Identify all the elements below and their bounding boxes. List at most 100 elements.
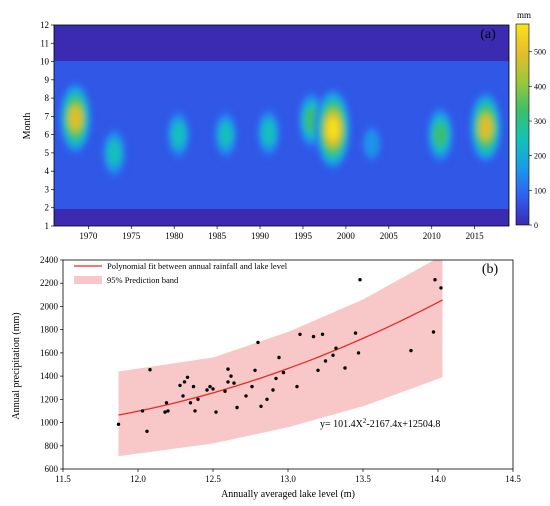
scatter-x-tick-label: 13.0 — [280, 474, 296, 484]
legend-band-swatch — [74, 276, 102, 284]
scatter-x-tick-label: 12.5 — [205, 474, 221, 484]
scatter-point — [250, 384, 254, 389]
heatmap-hotspot — [426, 104, 455, 165]
heatmap-x-tick-label: 1995 — [294, 231, 313, 241]
panel-b-label: (b) — [482, 262, 499, 277]
heatmap-x-tick-label: 1985 — [208, 231, 227, 241]
scatter-point — [320, 332, 325, 336]
panel-a-label: (a) — [480, 27, 496, 42]
heatmap-hotspot — [101, 125, 127, 180]
colorbar-tick-label: 0 — [534, 221, 538, 230]
colorbar-scale — [515, 23, 530, 226]
legend-fit-label: Polynomial fit between annual rainfall a… — [107, 261, 288, 271]
scatter-point — [182, 380, 187, 384]
scatter-point — [439, 286, 443, 290]
heatmap-hotspot — [58, 80, 93, 157]
scatter-point — [253, 368, 257, 372]
heatmap-x-tick-label: 2010 — [423, 231, 442, 241]
heatmap-y-tick-label: 4 — [45, 166, 50, 176]
scatter-point — [166, 409, 170, 413]
colorbar: mm 0 100 200 300 400 500 — [515, 10, 546, 230]
fit-line — [118, 299, 443, 416]
scatter-point — [235, 405, 239, 410]
scatter-point — [164, 401, 169, 405]
fit-equation-superscript: 2 — [363, 417, 367, 425]
scatter-y-tick-label: 1800 — [40, 325, 59, 335]
panel-b: 11.5 12.0 12.5 13.0 13.5 14.0 14.5 600 800 1000 12… — [11, 255, 521, 500]
scatter-point — [281, 370, 286, 375]
colorbar-tick-label: 100 — [534, 186, 546, 195]
scatter-point — [256, 340, 260, 345]
fit-equation: y= 101.4X2-2167.4x+12504.8 — [320, 417, 440, 430]
scatter-point — [226, 367, 230, 371]
panel-a: 1970 1975 1980 1985 1990 1995 2000 2005 2010 2015… — [22, 10, 546, 241]
legend-band-label: 95% Prediction band — [107, 275, 179, 285]
scatter-point — [140, 409, 145, 413]
heatmap-x-tick-label: 1990 — [251, 231, 270, 241]
colorbar-tick-label: 400 — [534, 82, 546, 91]
scatter-x-tick-label: 13.5 — [355, 474, 371, 484]
scatter-x-tick-label: 11.5 — [55, 474, 71, 484]
heatmap-y-tick-label: 2 — [45, 203, 50, 213]
scatter-point — [188, 401, 193, 405]
scatter-y-tick-label: 2000 — [40, 301, 59, 311]
scatter-y-tick-label: 600 — [45, 464, 59, 474]
scatter-y-label: Annual precipitation (mm) — [11, 312, 22, 419]
scatter-point — [244, 394, 248, 398]
heatmap-y-tick-label: 8 — [45, 93, 50, 103]
heatmap-hotspot — [213, 108, 239, 161]
scatter-x-tick-label: 14.0 — [430, 474, 446, 484]
scatter-point — [211, 387, 215, 391]
scatter-point — [433, 278, 437, 282]
scatter-y-tick-label: 1600 — [40, 348, 59, 358]
scatter-point — [259, 404, 263, 408]
scatter-point — [334, 346, 338, 350]
scatter-point — [277, 355, 281, 360]
scatter-point — [178, 383, 182, 388]
scatter-x-tick-label: 14.5 — [505, 474, 521, 484]
scatter-y-tick-label: 1200 — [40, 394, 59, 404]
heatmap-x-tick-label: 1970 — [79, 231, 98, 241]
heatmap-plot-area — [54, 25, 509, 226]
scatter-point — [358, 278, 362, 282]
scatter-y-tick-label: 2200 — [40, 278, 59, 288]
scatter-point — [193, 409, 197, 413]
heatmap-hotspot — [314, 86, 352, 172]
scatter-y-tick-label: 1000 — [40, 418, 59, 428]
scatter-y-tick-label: 2400 — [40, 255, 59, 265]
heatmap-y-tick-label: 1 — [45, 221, 50, 231]
scatter-point — [298, 332, 302, 336]
heatmap-hotspot — [469, 89, 503, 166]
heatmap-hotspots — [58, 80, 503, 180]
scatter-point — [226, 380, 230, 384]
scatter-point — [208, 384, 212, 389]
heatmap-y-tick-label: 12 — [40, 20, 49, 30]
scatter-point — [163, 410, 167, 414]
scatter-points — [116, 278, 443, 433]
scatter-point — [223, 389, 227, 393]
scatter-point — [205, 388, 209, 392]
scatter-point — [323, 359, 328, 363]
scatter-axes: 11.5 12.0 12.5 13.0 13.5 14.0 14.5 600 800 1000 12… — [40, 255, 521, 484]
scatter-point — [274, 376, 278, 381]
heatmap-axes: 1970 1975 1980 1985 1990 1995 2000 2005 2010 2015… — [40, 20, 484, 241]
scatter-point — [214, 410, 218, 414]
scatter-point — [311, 334, 316, 339]
colorbar-unit: mm — [517, 10, 531, 20]
colorbar-ticks: 0 100 200 300 400 500 — [529, 48, 546, 230]
scatter-point — [409, 348, 413, 353]
scatter-x-label: Annually averaged lake level (m) — [221, 489, 355, 500]
scatter-y-tick-label: 1400 — [40, 371, 59, 381]
scatter-point — [181, 394, 185, 398]
scatter-point — [295, 384, 299, 389]
scatter-point — [353, 331, 358, 335]
heatmap-hotspot — [360, 122, 383, 166]
colorbar-tick-label: 200 — [534, 152, 546, 161]
heatmap-hotspot — [256, 106, 282, 160]
heatmap-x-tick-label: 2000 — [337, 231, 356, 241]
scatter-point — [191, 384, 196, 389]
heatmap-frame — [53, 24, 510, 227]
scatter-point — [331, 353, 335, 357]
